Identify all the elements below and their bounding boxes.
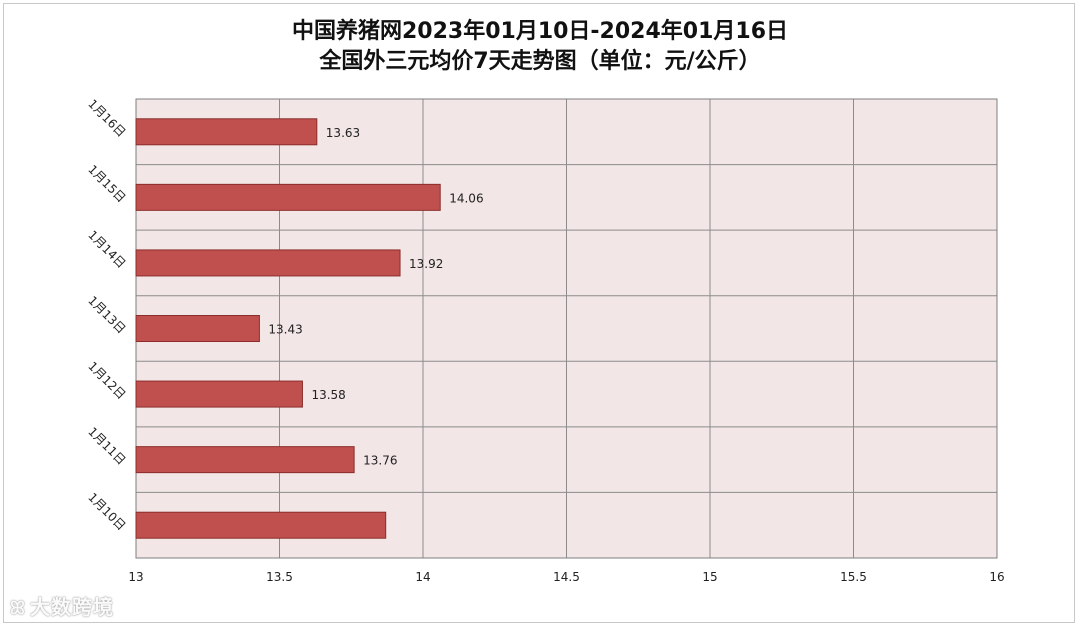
x-tick-label: 16	[989, 570, 1004, 584]
y-category-label: 1月13日	[85, 293, 128, 336]
y-category-label: 1月12日	[85, 359, 128, 402]
data-label: 13.63	[326, 126, 360, 140]
x-tick-label: 14.5	[553, 570, 580, 584]
y-category-label: 1月15日	[85, 162, 128, 205]
data-label: 14.06	[449, 191, 483, 205]
bar	[135, 446, 355, 474]
bar	[135, 118, 318, 146]
data-label: 13.76	[363, 454, 397, 468]
chart-frame	[3, 3, 1075, 623]
bar	[135, 380, 303, 408]
y-category-label: 1月16日	[85, 97, 128, 140]
y-category-label: 1月14日	[85, 228, 128, 271]
x-tick-label: 13	[128, 570, 143, 584]
data-label: 13.58	[311, 388, 345, 402]
watermark-text: 大数跨境	[29, 595, 114, 619]
bar	[135, 249, 401, 277]
y-category-label: 1月11日	[85, 424, 128, 467]
x-tick-label: 15.5	[840, 570, 867, 584]
bar	[135, 183, 441, 211]
chart-subtitle: 全国外三元均价7天走势图（单位：元/公斤）	[319, 49, 761, 74]
x-tick-label: 15	[702, 570, 717, 584]
y-category-label: 1月10日	[85, 490, 128, 533]
watermark: ꕤ 大数跨境	[10, 591, 114, 620]
data-label: 13.43	[268, 323, 302, 337]
chart-title: 中国养猪网2023年01月10日-2024年01月16日	[291, 19, 789, 44]
brand-logo-icon: ꕤ	[10, 598, 26, 619]
data-label: 13.92	[409, 257, 443, 271]
x-tick-label: 14	[415, 570, 430, 584]
x-tick-label: 13.5	[266, 570, 293, 584]
bar	[135, 511, 387, 539]
bar	[135, 315, 260, 342]
